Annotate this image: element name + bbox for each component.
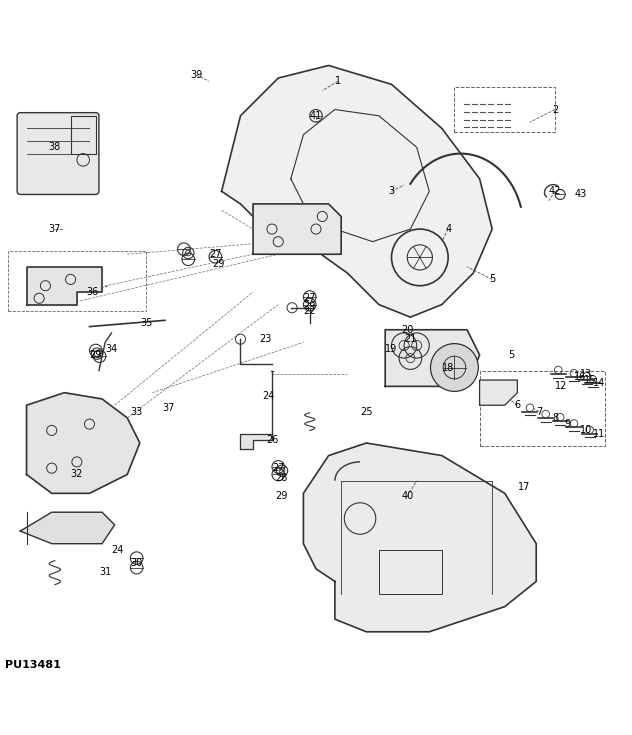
FancyBboxPatch shape <box>17 112 99 195</box>
Text: 24: 24 <box>112 545 124 555</box>
Bar <box>480 370 605 446</box>
Text: 26: 26 <box>266 435 278 445</box>
Text: 5: 5 <box>489 274 495 284</box>
Text: 29: 29 <box>212 259 224 269</box>
Text: 39: 39 <box>190 70 203 80</box>
Text: 1: 1 <box>335 76 341 86</box>
Polygon shape <box>241 434 272 449</box>
Text: 27: 27 <box>272 463 284 473</box>
Text: 28: 28 <box>275 473 288 483</box>
Text: 32: 32 <box>71 470 83 479</box>
Text: 16: 16 <box>574 372 586 382</box>
Text: 12: 12 <box>555 381 568 391</box>
Polygon shape <box>27 267 102 304</box>
Text: 41: 41 <box>310 111 322 121</box>
Text: 11: 11 <box>593 429 605 439</box>
Text: 23: 23 <box>260 334 272 344</box>
Text: 31: 31 <box>99 567 111 577</box>
Text: 27: 27 <box>209 249 222 259</box>
Bar <box>8 251 146 311</box>
Text: 30: 30 <box>131 558 143 567</box>
Text: 29: 29 <box>303 301 316 311</box>
Text: 40: 40 <box>401 492 413 501</box>
Text: 22: 22 <box>303 306 316 316</box>
Text: 38: 38 <box>49 143 61 152</box>
Bar <box>379 550 442 594</box>
Text: 43: 43 <box>574 190 586 199</box>
Text: 10: 10 <box>580 426 593 435</box>
Text: 5: 5 <box>508 350 514 360</box>
Text: 9: 9 <box>564 419 571 429</box>
Text: 34: 34 <box>106 344 118 354</box>
Text: 13: 13 <box>580 369 593 379</box>
Text: 18: 18 <box>442 362 454 373</box>
Polygon shape <box>253 204 341 254</box>
Text: 29: 29 <box>90 350 102 360</box>
Text: 7: 7 <box>536 406 542 417</box>
Text: 25: 25 <box>360 406 373 417</box>
Polygon shape <box>480 380 518 405</box>
Bar <box>454 87 555 132</box>
Text: 15: 15 <box>583 375 596 385</box>
Text: 20: 20 <box>401 325 413 334</box>
Polygon shape <box>27 392 140 493</box>
Text: 37: 37 <box>162 404 174 413</box>
Bar <box>71 116 96 154</box>
Text: PU13481: PU13481 <box>4 659 61 670</box>
Text: 3: 3 <box>389 186 394 196</box>
Text: 2: 2 <box>552 104 558 115</box>
Polygon shape <box>303 443 536 632</box>
Text: 29: 29 <box>275 492 288 501</box>
Text: 19: 19 <box>386 344 398 354</box>
Polygon shape <box>386 330 480 387</box>
Text: 21: 21 <box>404 334 416 344</box>
Polygon shape <box>20 512 114 544</box>
Text: 27: 27 <box>303 293 316 304</box>
Text: 33: 33 <box>131 406 143 417</box>
Text: 14: 14 <box>593 379 605 388</box>
Text: 42: 42 <box>549 186 561 196</box>
Text: 36: 36 <box>87 287 99 297</box>
Text: 17: 17 <box>518 482 530 492</box>
Text: 35: 35 <box>140 318 152 329</box>
Text: 37: 37 <box>49 224 61 234</box>
Circle shape <box>430 343 478 392</box>
Text: 24: 24 <box>263 391 275 401</box>
Text: 4: 4 <box>445 224 451 234</box>
Text: 6: 6 <box>514 401 520 410</box>
Polygon shape <box>222 65 492 318</box>
Text: 8: 8 <box>552 413 558 423</box>
